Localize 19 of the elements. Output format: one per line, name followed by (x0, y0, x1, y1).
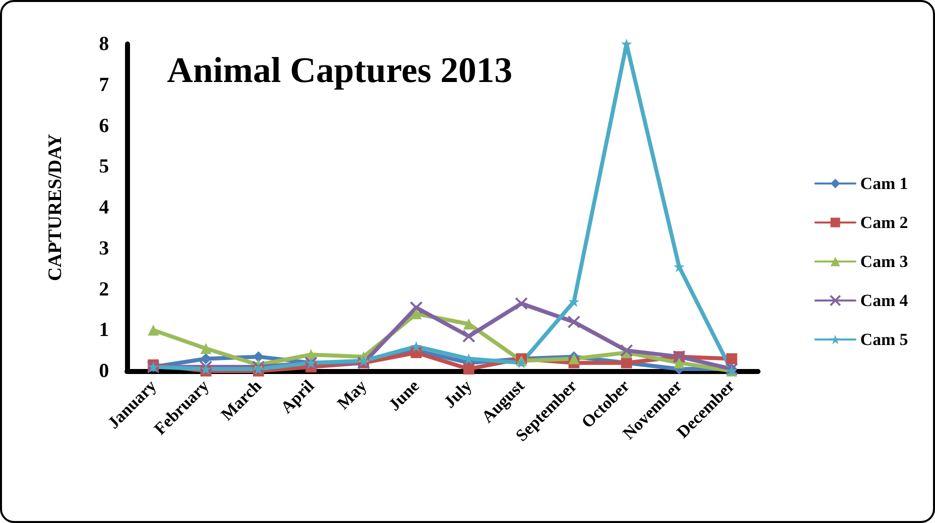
y-tick-label: 0 (99, 360, 109, 382)
y-tick-label: 7 (99, 74, 109, 96)
legend-label: Cam 1 (860, 174, 908, 193)
chart-title: Animal Captures 2013 (167, 50, 512, 90)
y-tick-label: 5 (99, 156, 109, 178)
x-tick-label: June (384, 376, 424, 414)
x-tick-label: May (334, 376, 371, 414)
legend-label: Cam 4 (860, 291, 908, 310)
y-tick-label: 3 (99, 237, 109, 260)
legend-label: Cam 5 (860, 330, 908, 349)
legend-label: Cam 2 (860, 213, 908, 232)
y-tick-label: 1 (99, 319, 109, 342)
y-tick-label: 4 (99, 196, 109, 218)
y-tick-label: 8 (99, 33, 109, 55)
x-tick-label: July (440, 376, 476, 412)
y-axis-title: CAPTURES/DAY (45, 134, 66, 282)
legend-label: Cam 3 (860, 252, 908, 271)
y-tick-label: 2 (99, 278, 109, 300)
y-tick-label: 6 (99, 114, 109, 137)
